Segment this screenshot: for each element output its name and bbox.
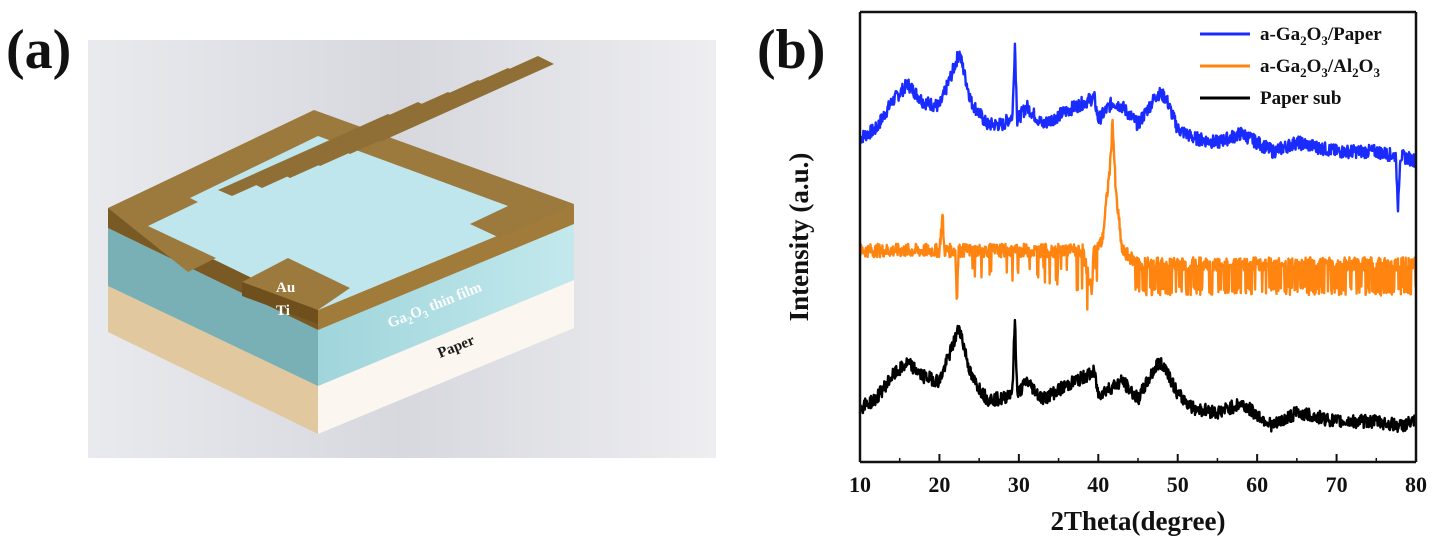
xrd-chart: 10 20 30 40 50 60 70 80 a-Ga2O3/Paper a-Ga2O3/Al…: [784, 10, 1427, 536]
au-contact-pad: [242, 258, 350, 310]
chart-axes: 10 20 30 40 50 60 70 80: [849, 10, 1427, 497]
film-layer-left: [108, 228, 318, 386]
ti-layer-front: [318, 204, 574, 330]
paper-layer-front: [318, 280, 574, 434]
x-tick-label-50: 50: [1167, 472, 1189, 497]
series-line-2: [858, 318, 1417, 433]
x-tick-label-80: 80: [1405, 472, 1427, 497]
series-line-0: [858, 42, 1417, 213]
ti-label: Ti: [276, 303, 290, 319]
x-tick-label-20: 20: [928, 472, 950, 497]
au-finger-6: [364, 56, 554, 142]
film-layer-front: [318, 224, 574, 386]
x-tick-label-30: 30: [1008, 472, 1030, 497]
paper-layer-left: [108, 286, 318, 434]
legend-label-2: Paper sub: [1260, 88, 1341, 109]
chart-legend: a-Ga2O3/Paper a-Ga2O3/Al2O3 Paper sub: [1200, 24, 1382, 109]
legend-label-0: a-Ga2O3/Paper: [1260, 24, 1382, 48]
series-line-1: [858, 118, 1417, 311]
device-schematic: Au Ti Ga2O3 thin film Paper: [88, 40, 716, 458]
x-tick-label-60: 60: [1246, 472, 1268, 497]
panel-a-label: (a): [6, 19, 72, 81]
x-axis-title: 2Theta(degree): [1051, 506, 1226, 536]
x-tick-label-10: 10: [849, 472, 871, 497]
y-axis-title: Intensity (a.u.): [784, 153, 814, 322]
plot-area: [858, 42, 1417, 433]
x-tick-label-70: 70: [1326, 472, 1348, 497]
au-label: Au: [276, 280, 295, 296]
x-tick-label-40: 40: [1087, 472, 1109, 497]
legend-label-1: a-Ga2O3/Al2O3: [1260, 56, 1380, 80]
panel-b-label: (b): [757, 19, 826, 81]
au-pad-edge: [242, 282, 318, 324]
